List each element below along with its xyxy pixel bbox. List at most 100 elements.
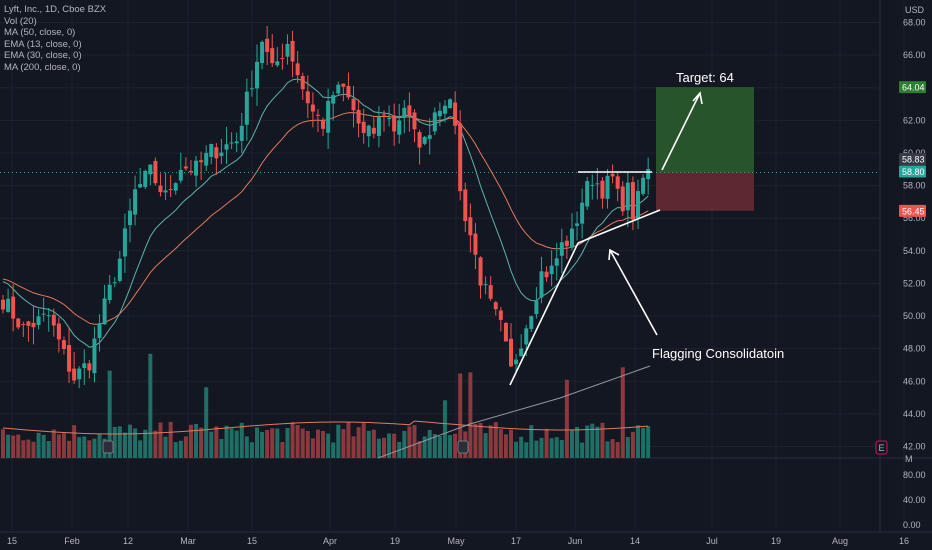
x-tick-label: 17	[511, 536, 521, 546]
candle-body	[559, 242, 564, 256]
candle-body	[275, 61, 280, 66]
volume-bar	[595, 426, 600, 458]
candle-body	[371, 127, 376, 134]
candle-body	[361, 121, 366, 133]
legend-symbol[interactable]: Lyft, Inc., 1D, Cboe BZX	[4, 4, 107, 15]
candle-body	[67, 345, 72, 372]
volume-bar	[488, 425, 493, 458]
volume-bar	[539, 437, 544, 458]
volume-bar	[442, 400, 447, 458]
candle-body	[376, 117, 381, 137]
volume-bar	[468, 372, 473, 458]
volume-bar	[321, 430, 326, 458]
candle-body	[158, 185, 163, 193]
volume-bar	[21, 440, 26, 458]
target-arrowhead	[692, 91, 703, 105]
candle-body	[442, 105, 447, 114]
earnings-badge[interactable]	[875, 440, 888, 455]
candle-body	[295, 63, 300, 76]
candle-body	[331, 95, 336, 104]
candle-body	[544, 271, 549, 278]
legend-ema30[interactable]: EMA (30, close, 0)	[4, 50, 82, 62]
legend-ma50[interactable]: MA (50, close, 0)	[4, 27, 76, 39]
x-tick-label: May	[447, 536, 465, 546]
volume-bar	[483, 433, 488, 458]
candle-body	[636, 191, 640, 219]
volume-bar	[31, 441, 36, 458]
volume-bar	[219, 438, 224, 458]
candle-body	[422, 136, 427, 144]
candle-body	[255, 61, 259, 89]
candles	[1, 26, 651, 389]
volume-bar	[310, 438, 315, 458]
x-tick-label: Jul	[706, 536, 718, 546]
volume-bar	[204, 387, 209, 458]
target-zone	[656, 87, 754, 173]
price-tick-label: 52.00	[903, 278, 926, 288]
candle-body	[36, 316, 41, 326]
candle-body	[493, 302, 498, 310]
drawings[interactable]: Target: 64 Flagging Consolidatoin	[509, 70, 784, 386]
volume-bar	[458, 373, 463, 458]
candle-body	[61, 340, 66, 349]
volume-bar	[97, 433, 102, 458]
volume-bar	[199, 427, 204, 458]
volume-bar	[117, 426, 122, 458]
x-tick-label: 15	[7, 536, 17, 546]
legend-ma200[interactable]: MA (200, close, 0)	[4, 61, 81, 73]
candle-body	[346, 85, 351, 98]
candle-body	[173, 183, 178, 191]
earnings-badge-label: E	[878, 443, 884, 453]
candle-body	[199, 160, 204, 163]
volume-bar	[51, 429, 56, 458]
volume-bar	[280, 441, 285, 458]
volume-bar	[178, 440, 183, 458]
legend-ema13[interactable]: EMA (13, close, 0)	[4, 38, 82, 50]
volume-bar	[331, 442, 336, 458]
flag-lower-line	[577, 209, 661, 244]
price-tick-label: 46.00	[903, 376, 926, 386]
candle-body	[453, 102, 458, 126]
volume-bar	[580, 442, 585, 458]
x-tick-label: 19	[771, 536, 781, 546]
volume-bar	[620, 367, 625, 458]
volume-bar	[194, 423, 199, 458]
volume-tick-label: 40.00	[903, 495, 926, 505]
price-tick-label: 42.00	[903, 442, 926, 452]
candle-body	[21, 323, 26, 325]
candle-body	[326, 100, 331, 133]
volume-unit-label: M	[905, 454, 913, 464]
candle-body	[402, 107, 407, 118]
volume-bar	[605, 441, 610, 458]
volume-bar	[341, 429, 346, 458]
candle-body	[356, 109, 361, 124]
candle-body	[625, 182, 630, 211]
price-tick-label: 60.00	[903, 148, 926, 158]
volume-bar	[361, 423, 366, 458]
candle-body	[529, 316, 534, 329]
volume-bar	[422, 436, 427, 458]
risk-reward-zones[interactable]	[656, 87, 754, 211]
candle-body	[117, 258, 122, 281]
candle-body	[234, 141, 239, 144]
candle-body	[163, 190, 168, 193]
target-price-tag	[899, 81, 926, 94]
volume-bar	[498, 429, 503, 458]
volume-tick-label: 80.00	[903, 470, 926, 480]
candle-body	[77, 368, 82, 380]
price-tags: 64.04 58.83 58.80 56.45	[899, 81, 926, 217]
volume-bar	[336, 424, 341, 458]
volume-bar	[112, 426, 117, 458]
candle-body	[575, 223, 580, 226]
legend-vol[interactable]: Vol (20)	[4, 15, 37, 27]
price-tick-label: 58.00	[903, 181, 926, 191]
candle-body	[194, 160, 199, 176]
volume-bar	[249, 442, 254, 458]
volume-bar	[575, 426, 580, 458]
volume-bar	[153, 430, 158, 458]
last-price-tag-label: 58.80	[902, 167, 925, 177]
candle-body	[382, 114, 386, 116]
candle-body	[569, 228, 574, 248]
candle-body	[514, 359, 519, 365]
